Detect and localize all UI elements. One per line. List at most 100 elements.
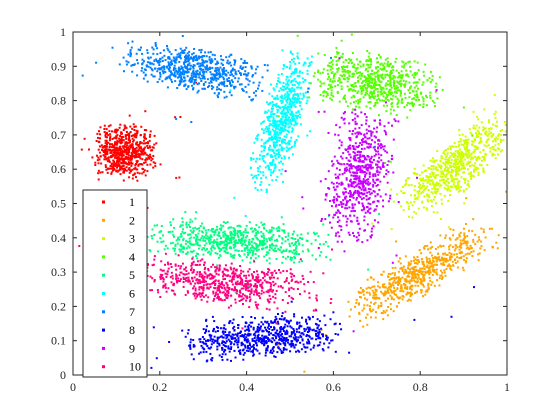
data-point	[124, 135, 127, 138]
data-point	[505, 190, 508, 193]
data-point	[427, 200, 429, 203]
data-point	[177, 76, 179, 79]
data-point	[442, 252, 445, 255]
data-point	[192, 87, 195, 90]
data-point	[208, 237, 211, 240]
data-point	[292, 60, 295, 63]
data-point	[477, 253, 480, 256]
data-point	[125, 149, 128, 152]
data-point	[124, 134, 127, 137]
data-point	[286, 101, 289, 104]
data-point	[227, 62, 230, 65]
data-point	[268, 229, 271, 232]
data-point	[240, 250, 243, 252]
data-point	[441, 171, 444, 174]
data-point	[422, 279, 425, 282]
data-point	[375, 311, 377, 314]
data-point	[389, 160, 392, 163]
data-point	[277, 343, 280, 346]
data-point	[248, 238, 251, 241]
data-point	[131, 162, 134, 165]
data-point	[330, 89, 333, 92]
data-point	[178, 83, 181, 86]
data-point	[115, 163, 118, 166]
data-point	[452, 152, 454, 155]
data-point	[301, 77, 304, 80]
data-point	[169, 74, 172, 77]
data-point	[420, 291, 423, 294]
data-point	[354, 85, 357, 88]
data-point	[493, 94, 496, 97]
data-point	[83, 137, 86, 140]
data-point	[266, 330, 268, 333]
data-point	[262, 226, 265, 229]
data-point	[196, 83, 199, 86]
data-point	[443, 269, 446, 272]
data-point	[118, 146, 121, 149]
data-point	[156, 53, 159, 56]
data-point	[382, 77, 385, 80]
data-point	[347, 300, 350, 303]
data-point	[131, 154, 134, 157]
data-point	[105, 139, 108, 142]
data-point	[293, 98, 296, 101]
data-point	[144, 174, 147, 177]
data-point	[264, 161, 267, 164]
data-point	[291, 233, 294, 236]
data-point	[280, 246, 282, 249]
data-point	[493, 153, 496, 156]
data-point	[296, 122, 299, 125]
data-point	[392, 310, 395, 313]
data-point	[223, 244, 226, 247]
data-point	[143, 151, 146, 154]
data-point	[309, 130, 312, 133]
data-point	[387, 60, 390, 63]
data-point	[138, 153, 141, 156]
data-point	[151, 62, 153, 65]
data-point	[149, 66, 152, 69]
data-point	[458, 180, 461, 183]
data-point	[468, 149, 471, 152]
data-point	[444, 274, 447, 277]
data-point	[198, 65, 201, 68]
data-point	[336, 70, 339, 73]
data-point	[409, 65, 412, 68]
data-point	[244, 61, 246, 64]
data-point	[136, 160, 139, 163]
data-point	[205, 242, 208, 245]
data-point	[365, 60, 368, 63]
data-point	[359, 87, 362, 90]
data-point	[136, 161, 139, 164]
data-point	[466, 153, 469, 156]
data-point	[446, 152, 449, 155]
data-point	[234, 61, 236, 64]
data-point	[402, 79, 405, 82]
data-point	[462, 164, 465, 167]
data-point	[328, 83, 331, 86]
data-point	[228, 334, 231, 337]
data-point	[330, 98, 333, 101]
data-point	[183, 49, 186, 52]
data-point	[255, 348, 258, 351]
data-point	[122, 56, 125, 59]
data-point	[326, 92, 329, 95]
data-point	[480, 227, 483, 230]
data-point	[435, 202, 437, 205]
data-point	[380, 80, 383, 83]
data-point	[372, 308, 375, 311]
data-point	[98, 130, 100, 133]
data-point	[383, 68, 386, 71]
data-point	[284, 111, 287, 114]
data-point	[500, 134, 503, 137]
data-point	[406, 101, 409, 104]
data-point	[221, 348, 224, 351]
data-point	[196, 228, 199, 230]
data-point	[393, 75, 396, 78]
data-point	[272, 121, 275, 124]
data-point	[380, 93, 383, 96]
data-point	[168, 63, 170, 66]
data-point	[216, 264, 219, 267]
data-point	[420, 278, 423, 281]
data-point	[282, 64, 285, 66]
data-point	[250, 157, 252, 160]
